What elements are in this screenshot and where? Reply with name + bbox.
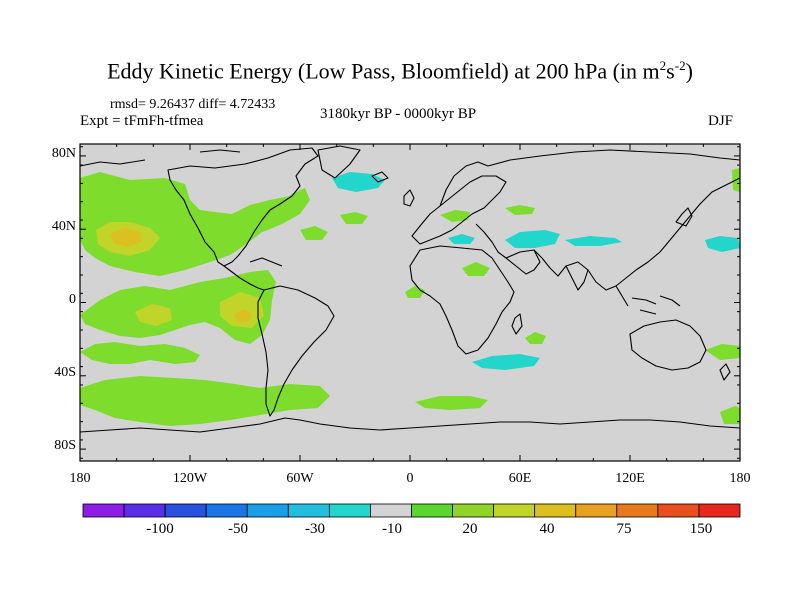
colorbar (82, 503, 741, 518)
colorbar-label-4: -10 (382, 521, 402, 537)
contour-tropical-pacific (80, 270, 276, 344)
lat-labels: 80N 40N 0 40S 80S (52, 146, 76, 453)
colorbar-swatch (328, 503, 371, 518)
lon-label-60e: 60E (509, 471, 532, 486)
colorbar-label-7: 75 (617, 521, 632, 537)
lon-label-180e: 180 (730, 471, 751, 486)
colorbar-swatch (123, 503, 166, 518)
experiment-label: Expt = tFmFh-tfmea (80, 113, 204, 129)
colorbar-swatch (370, 503, 412, 518)
coast-north-america (167, 147, 319, 267)
coast-new-zealand (719, 363, 731, 381)
colorbar-label-1: -100 (146, 521, 174, 537)
contour-neg-middle-east (505, 230, 560, 248)
lat-label-40s: 40S (54, 365, 76, 380)
season-label: DJF (708, 113, 734, 129)
contour-patch-nw-atlantic (300, 226, 328, 240)
contour-neg-balkans (448, 234, 475, 244)
coast-se-asia (615, 285, 681, 315)
contour-neg-central-asia (565, 236, 622, 246)
colorbar-swatch (164, 503, 207, 518)
contour-south-pacific-2 (80, 376, 330, 426)
contour-patch-mid-atlantic (340, 212, 368, 224)
contour-fill-layer (80, 168, 740, 426)
contour-north-pacific-peak (110, 228, 142, 247)
contour-patch-n-africa (462, 262, 490, 276)
contour-patch-east-eu (505, 205, 535, 215)
title-main: Eddy Kinetic Energy (Low Pass, Bloomfiel… (107, 58, 660, 84)
colorbar-swatch (657, 503, 700, 518)
contour-tropical-peak (234, 309, 252, 322)
title-unit-mid: s (666, 58, 675, 84)
colorbar-swatch (616, 503, 659, 518)
colorbar-swatch (452, 503, 495, 518)
coast-japan (675, 207, 693, 227)
map-title: Eddy Kinetic Energy (Low Pass, Bloomfiel… (0, 58, 800, 84)
lon-label-180w: 180 (70, 471, 91, 486)
period-label: 3180kyr BP - 0000kyr BP (320, 106, 477, 122)
contour-patch-s-africa (525, 332, 546, 344)
colorbar-label-8: 150 (690, 521, 713, 537)
coast-caribbean (249, 257, 283, 267)
coast-australia (629, 319, 707, 371)
colorbar-swatch (205, 503, 248, 518)
contour-neg-indian-ocean (472, 354, 540, 370)
contour-tropical-core-1 (135, 304, 172, 326)
contour-south-atlantic (415, 396, 488, 410)
coast-antarctica (80, 417, 740, 433)
lon-label-0: 0 (407, 471, 414, 486)
colorbar-label-6: 40 (540, 521, 555, 537)
title-unit-exp2: -2 (674, 58, 686, 73)
coast-europe (411, 175, 507, 245)
coast-madagascar (511, 313, 523, 335)
colorbar-label-5: 20 (463, 521, 478, 537)
contour-patch-guinea (405, 286, 425, 298)
contour-south-pacific-1 (80, 342, 200, 364)
coast-asia (475, 149, 740, 291)
contour-neg-norway (332, 172, 385, 192)
coast-south-america (257, 285, 335, 417)
title-close: ) (685, 58, 693, 84)
lat-label-0: 0 (69, 292, 76, 307)
colorbar-swatch (698, 503, 741, 518)
rmsd-stats: rmsd= 9.26437 diff= 4.72433 (110, 97, 276, 112)
colorbar-swatch (287, 503, 330, 518)
axis-ticks (79, 144, 741, 461)
coastlines (80, 145, 740, 433)
contour-patch-nz (705, 344, 740, 360)
contour-neg-pacific-nw (705, 236, 740, 252)
coast-scandinavia (439, 161, 489, 207)
colorbar-label-3: -30 (305, 521, 325, 537)
lat-label-80n: 80N (52, 146, 76, 161)
coast-arctic (80, 149, 241, 167)
colorbar-swatch (411, 503, 453, 518)
colorbar-swatch (534, 503, 577, 518)
contour-patch-s-indian (720, 406, 740, 424)
coast-iceland (371, 171, 389, 183)
lat-label-40n: 40N (52, 219, 76, 234)
lat-label-80s: 80S (54, 438, 76, 453)
coast-british-isles (403, 189, 415, 207)
colorbar-swatch (493, 503, 536, 518)
coast-india (565, 265, 589, 291)
title-unit-exp1: 2 (659, 58, 667, 73)
coast-central-america (223, 265, 265, 291)
lon-label-120w: 120W (173, 471, 208, 486)
coast-africa (409, 245, 515, 355)
colorbar-label-2: -50 (228, 521, 248, 537)
contour-north-atlantic (230, 196, 302, 236)
lon-labels: 180 120W 60W 0 60E 120E 180 (70, 471, 751, 486)
colorbar-swatch (82, 503, 125, 518)
colorbar-swatch (246, 503, 289, 518)
lon-label-60w: 60W (286, 471, 314, 486)
colorbar-labels: -100 -50 -30 -10 20 40 75 150 (146, 521, 712, 537)
contour-patch-med (440, 210, 470, 222)
coast-arabia (505, 249, 541, 275)
coast-greenland (317, 145, 361, 179)
colorbar-swatch (575, 503, 618, 518)
lon-label-120e: 120E (615, 471, 645, 486)
